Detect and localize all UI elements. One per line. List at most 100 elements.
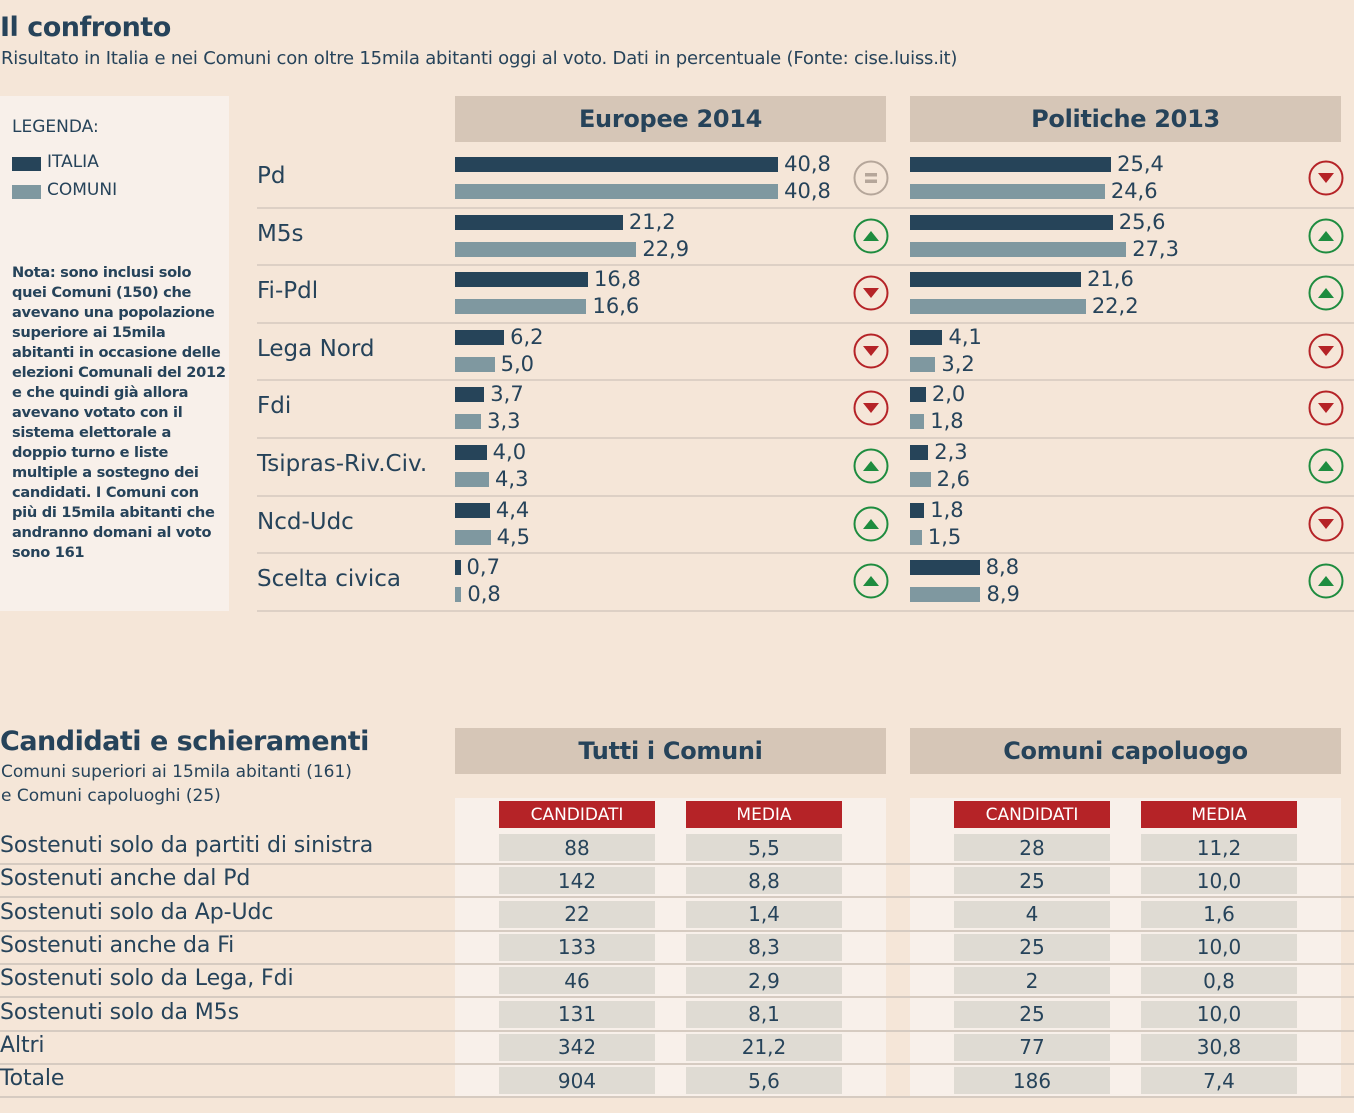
trend-down-icon [853,333,889,369]
bar-value-label: 22,2 [1091,294,1139,319]
cell-candidati: 28 [954,834,1110,861]
trend-down-icon [1308,506,1344,542]
bar-value-label: 3,3 [487,409,521,434]
chart-row: Lega Nord [257,324,1354,382]
trend-up-icon [853,448,889,484]
bar-italia [455,387,485,403]
cell-media: 2,9 [686,967,842,995]
trend-down-icon [853,390,889,426]
row-divider [257,321,1354,324]
row-divider [257,206,1354,209]
table-row-label: Sostenuti anche dal Pd [0,866,251,892]
panel-header-europee: Europee 2014 [455,96,886,142]
row-divider [257,264,1354,267]
bar-value-label: 3,2 [941,351,975,376]
party-label: Fi-Pdl [257,278,319,305]
table-row-divider [0,1096,1354,1099]
bar-value-label: 25,6 [1118,209,1166,234]
trend-up-icon [1308,563,1344,599]
col-header-media-capoluogo: MEDIA [1141,801,1297,828]
bar-italia [910,502,925,518]
bar-value-label: 24,6 [1110,179,1158,203]
trend-up-icon [1308,218,1344,254]
bar-comuni [910,587,981,603]
table-row-label: Sostenuti solo da M5s [0,999,239,1025]
trend-down-icon [853,275,889,311]
cell-candidati: 22 [499,900,655,928]
bar-italia [455,272,589,288]
party-label: Lega Nord [257,335,375,362]
trend-up-icon [1308,275,1344,311]
cell-candidati: 77 [954,1033,1110,1061]
chart-row: Fi-Pdl [257,266,1354,324]
cell-candidati: 186 [954,1067,1110,1095]
bar-value-label: 21,6 [1087,267,1134,292]
cell-candidati: 342 [499,1033,655,1061]
bar-comuni [455,587,462,603]
cell-media: 30,8 [1141,1033,1297,1061]
bar-comuni [910,529,922,545]
trend-up-icon [853,563,889,599]
cell-media: 0,8 [1141,967,1297,995]
table-row-divider [0,996,1354,999]
bar-value-label: 16,8 [594,267,641,292]
bar-comuni [910,184,1105,199]
cell-candidati: 2 [954,967,1110,995]
chart-row: Scelta civica [257,554,1354,612]
bar-comuni [455,414,482,430]
bar-value-label: 6,2 [510,324,544,349]
bar-value-label: 4,3 [495,467,529,491]
bar-value-label: 22,9 [642,236,690,261]
trend-down-icon [1308,160,1344,196]
bar-value-label: 21,2 [628,209,676,234]
bar-value-label: 1,5 [927,524,962,549]
cell-candidati: 133 [499,933,655,961]
bar-value-label: 16,6 [592,294,640,319]
section2-title: Candidati e schieramenti [0,726,369,757]
party-label: Scelta civica [257,566,401,593]
party-label: Ncd-Udc [257,508,354,535]
chart-row: Pd [257,151,1354,209]
panel-header-comuni-capoluogo: Comuni capoluogo [910,728,1341,774]
bar-italia [910,272,1082,288]
trend-up-icon [1308,448,1344,484]
bar-comuni [455,472,490,487]
cell-candidati: 46 [499,967,655,995]
row-divider [257,552,1354,555]
bar-value-label: 4,4 [495,497,530,522]
section2-subtitle-line2: e Comuni capoluoghi (25) [1,786,221,806]
trend-up-icon [853,506,889,542]
bar-italia [910,560,980,576]
col-header-candidati-tutti: CANDIDATI [499,801,655,828]
legend-panel [0,96,229,611]
bar-value-label: 25,4 [1117,152,1164,176]
cell-media: 10,0 [1141,1000,1297,1028]
bar-value-label: 27,3 [1132,236,1179,261]
note-text: Nota: sono inclusi solo quei Comuni (150… [12,264,226,561]
bar-comuni [910,356,936,372]
table-row-label: Sostenuti solo da Lega, Fdi [0,966,294,992]
cell-media: 11,2 [1141,834,1297,861]
bar-comuni [910,299,1086,315]
table-row-divider [0,863,1354,865]
trend-down-icon [1308,333,1344,369]
cell-candidati: 142 [499,867,655,895]
bar-value-label: 8,9 [986,582,1020,607]
cell-media: 10,0 [1141,933,1297,961]
cell-media: 8,8 [686,867,842,895]
bar-value-label: 1,8 [930,409,964,434]
bar-value-label: 8,8 [985,555,1020,580]
bar-value-label: 4,0 [492,440,527,464]
bar-value-label: 5,0 [500,351,534,376]
table-row-divider [0,962,1354,965]
row-divider [257,494,1354,497]
section1-title: Il confronto [0,12,171,43]
section1-subtitle: Risultato in Italia e nei Comuni con olt… [1,48,958,69]
bar-italia [455,445,487,460]
cell-media: 21,2 [686,1033,842,1061]
row-divider [257,436,1354,439]
bar-italia [910,329,943,345]
chart-row: M5s [257,209,1354,267]
bar-italia [455,157,779,172]
bar-italia [455,502,490,518]
